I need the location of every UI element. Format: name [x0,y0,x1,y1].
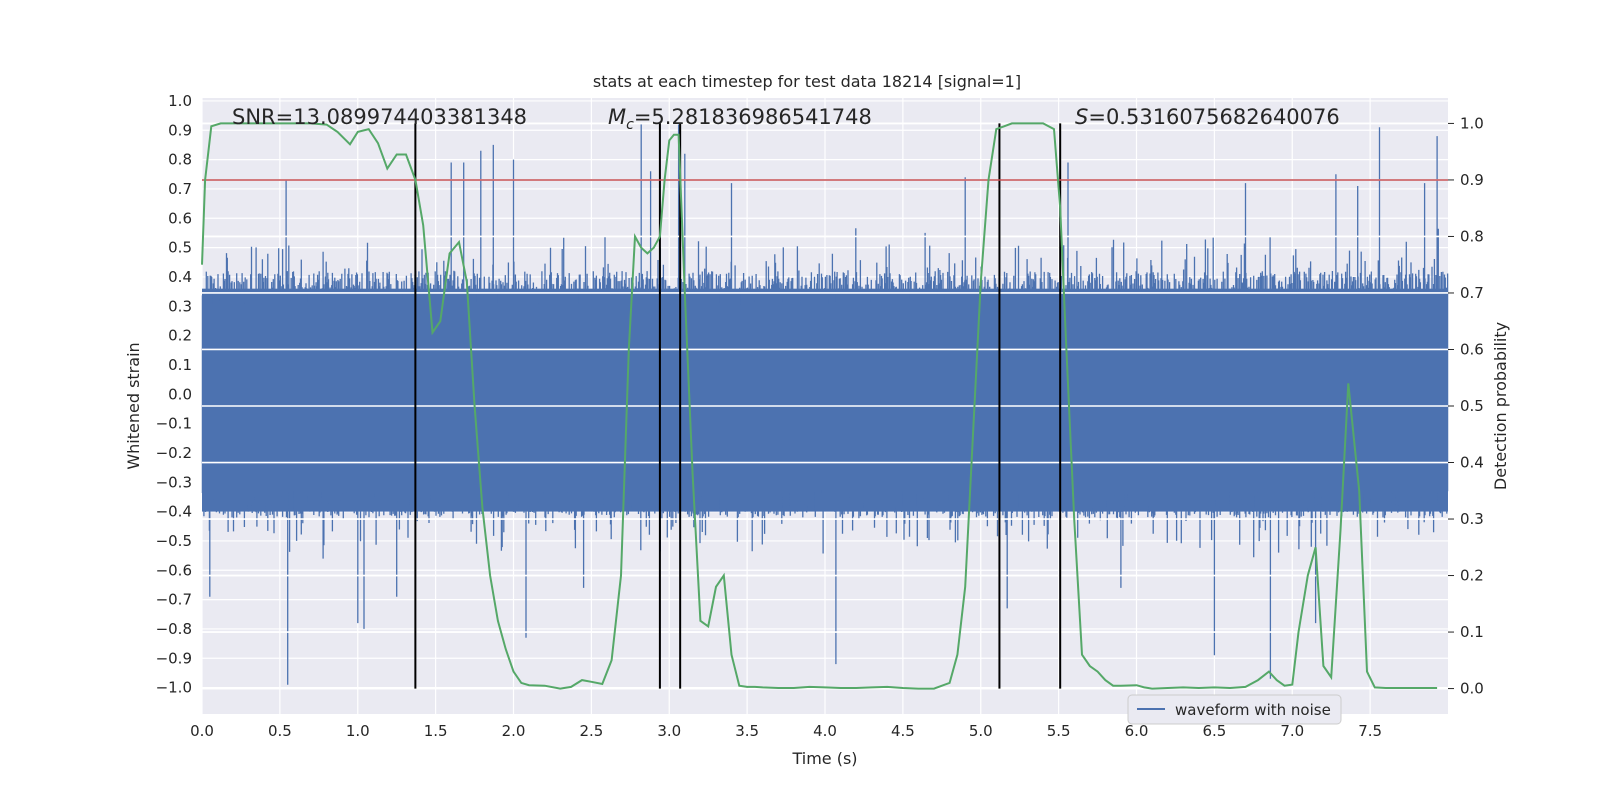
y2-tick-label: 0.3 [1460,510,1484,528]
chart-title: stats at each timestep for test data 182… [593,72,1021,91]
y2-tick-label: 0.2 [1460,567,1484,585]
x-tick-label: 5.0 [969,722,993,740]
x-tick-label: 7.5 [1358,722,1382,740]
y-tick-label: 0.1 [168,356,192,374]
y-tick-label: −0.2 [156,444,192,462]
y-tick-label: −1.0 [156,679,192,697]
y-tick-label: 0.2 [168,327,192,345]
y2-tick-label: 0.6 [1460,340,1484,358]
x-tick-label: 6.5 [1202,722,1226,740]
y-tick-label: −0.3 [156,473,192,491]
y-tick-label: 0.0 [168,385,192,403]
x-tick-label: 5.5 [1047,722,1071,740]
y-tick-label: −0.5 [156,532,192,550]
x-tick-label: 6.0 [1125,722,1149,740]
x-tick-label: 3.0 [657,722,681,740]
x-tick-label: 2.0 [502,722,526,740]
y-tick-label: 0.7 [168,180,192,198]
y-tick-label: 1.0 [168,92,192,110]
waveform-trace [201,124,1449,685]
x-tick-label: 4.0 [813,722,837,740]
s-annotation: S=0.5316075682640076 [1075,105,1340,129]
y-tick-label: −0.6 [156,561,192,579]
y-tick-label: −0.8 [156,620,192,638]
legend-label: waveform with noise [1175,701,1331,719]
x-tick-label: 7.0 [1280,722,1304,740]
y-tick-label: 0.8 [168,151,192,169]
legend-box [1127,694,1342,725]
chirp-mass-annotation: Mc=5.281836986541748 [608,105,872,133]
y2-tick-label: 0.1 [1460,623,1484,641]
y2-tick-label: 0.4 [1460,454,1484,472]
chirp-mass-symbol: M [608,105,626,129]
x-tick-label: 0.0 [190,722,214,740]
y-tick-label: 0.4 [168,268,192,286]
x-tick-labels: 0.0 0.5 1.0 1.5 2.0 2.5 3.0 3.5 4.0 4.5 5.0 5.5 6.0 6… [190,722,1382,740]
x-tick-label: 4.5 [891,722,915,740]
waveform-series [201,122,1449,690]
y-tick-label: 0.3 [168,297,192,315]
x-tick-label: 1.0 [346,722,370,740]
y-tick-label: −0.1 [156,415,192,433]
y2-axis-label: Detection probability [1491,322,1510,490]
chirp-mass-subscript: c [626,117,634,133]
x-axis-label: Time (s) [791,749,857,768]
y-tick-label: 0.6 [168,209,192,227]
y2-tick-label: 0.5 [1460,397,1484,415]
y-tick-label: 0.5 [168,239,192,257]
x-tick-label: 2.5 [579,722,603,740]
s-value: =0.5316075682640076 [1088,105,1339,129]
y2-tick-label: 1.0 [1460,114,1484,132]
legend: waveform with noise [1127,694,1342,725]
y2-tick-label: 0.9 [1460,171,1484,189]
y-axis-label: Whitened strain [124,342,143,469]
y2-tick-label: 0.0 [1460,680,1484,698]
x-tick-label: 0.5 [268,722,292,740]
chirp-mass-value: =5.281836986541748 [634,105,872,129]
y2-tick-labels: 1.0 0.9 0.8 0.7 0.6 0.5 0.4 0.3 0.2 0.1 0.0 [1448,114,1484,698]
y-tick-label: −0.9 [156,649,192,667]
y2-tick-label: 0.8 [1460,227,1484,245]
x-tick-label: 1.5 [424,722,448,740]
y-tick-label: −0.4 [156,503,192,521]
y-tick-label: −0.7 [156,591,192,609]
s-symbol: S [1075,105,1088,129]
detection-probability-line [201,122,1438,690]
y-tick-labels: 1.0 0.9 0.8 0.7 0.6 0.5 0.4 0.3 0.2 0.1 0.0 −0.1 −0.… [156,92,192,697]
y2-tick-label: 0.7 [1460,284,1484,302]
snr-annotation: SNR=13.089974403381348 [232,105,527,129]
y-tick-label: 0.9 [168,121,192,139]
x-tick-label: 3.5 [735,722,759,740]
